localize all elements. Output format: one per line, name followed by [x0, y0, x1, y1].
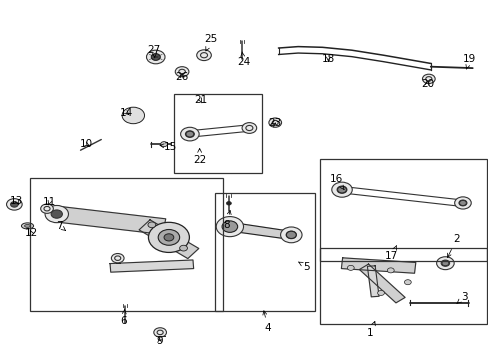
Circle shape [41, 204, 53, 213]
Circle shape [122, 107, 144, 124]
Circle shape [377, 291, 384, 296]
Text: 22: 22 [193, 148, 206, 165]
Bar [30, 178, 222, 311]
Circle shape [125, 109, 142, 122]
Circle shape [151, 54, 160, 60]
Circle shape [146, 50, 164, 64]
Circle shape [441, 261, 448, 266]
Text: 16: 16 [329, 174, 344, 189]
Polygon shape [139, 220, 199, 258]
Circle shape [226, 202, 231, 205]
Text: 27: 27 [147, 45, 161, 58]
Circle shape [286, 231, 296, 238]
Text: 20: 20 [420, 79, 433, 89]
Text: 2: 2 [447, 234, 459, 257]
Ellipse shape [21, 223, 34, 229]
Text: 26: 26 [175, 72, 188, 82]
Circle shape [180, 127, 199, 141]
Text: 8: 8 [223, 211, 231, 230]
Text: 11: 11 [43, 197, 56, 207]
Text: 12: 12 [25, 228, 38, 238]
Text: 1: 1 [366, 321, 374, 338]
Text: 9: 9 [156, 336, 163, 346]
Circle shape [346, 265, 353, 270]
Polygon shape [366, 266, 378, 297]
Circle shape [436, 257, 453, 270]
Text: 13: 13 [10, 196, 23, 206]
Circle shape [11, 202, 18, 207]
Text: 17: 17 [385, 246, 398, 261]
Text: 3: 3 [456, 292, 467, 303]
Circle shape [179, 245, 187, 251]
Bar [320, 248, 487, 324]
Circle shape [459, 201, 466, 206]
Text: 4: 4 [263, 311, 271, 333]
Circle shape [337, 186, 346, 193]
Circle shape [45, 206, 68, 223]
Bar [215, 193, 315, 311]
Ellipse shape [24, 225, 30, 227]
Circle shape [175, 67, 188, 77]
Circle shape [148, 222, 189, 252]
Circle shape [163, 234, 173, 241]
Circle shape [242, 123, 256, 134]
Circle shape [422, 74, 434, 84]
Text: 19: 19 [462, 54, 475, 69]
Circle shape [404, 280, 410, 285]
Text: 23: 23 [268, 118, 281, 128]
Circle shape [216, 217, 243, 237]
Text: 10: 10 [80, 139, 92, 149]
Text: 21: 21 [194, 95, 207, 105]
Circle shape [222, 221, 237, 232]
Text: 25: 25 [204, 35, 218, 51]
Text: 14: 14 [120, 108, 133, 118]
Circle shape [148, 222, 156, 228]
Circle shape [154, 328, 166, 337]
Circle shape [151, 54, 160, 60]
Circle shape [386, 268, 393, 273]
Polygon shape [55, 206, 165, 234]
Text: 6: 6 [120, 310, 126, 325]
Circle shape [51, 210, 62, 218]
Bar [173, 94, 261, 173]
Circle shape [160, 141, 167, 147]
Polygon shape [110, 260, 193, 272]
Text: 24: 24 [236, 52, 250, 67]
Circle shape [331, 182, 351, 197]
Polygon shape [341, 258, 415, 273]
Circle shape [196, 50, 211, 60]
Text: 7: 7 [56, 221, 65, 230]
Text: 5: 5 [298, 262, 309, 272]
Circle shape [158, 229, 179, 245]
Circle shape [268, 118, 281, 127]
Circle shape [111, 253, 124, 263]
Text: 18: 18 [321, 54, 334, 64]
Polygon shape [359, 264, 404, 303]
Text: 15: 15 [160, 141, 177, 152]
Polygon shape [224, 217, 292, 239]
Circle shape [280, 227, 302, 243]
Circle shape [6, 199, 22, 210]
Circle shape [128, 112, 138, 119]
Circle shape [185, 131, 193, 137]
Circle shape [454, 197, 470, 209]
Bar [320, 159, 487, 261]
